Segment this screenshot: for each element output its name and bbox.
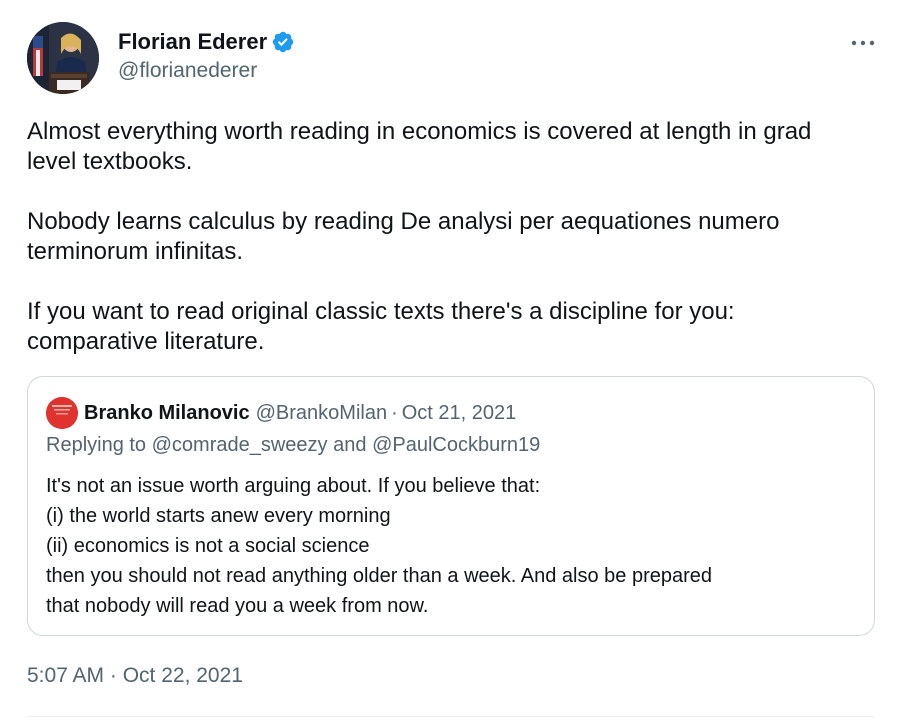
quoted-text-line: (i) the world starts anew every morning — [46, 505, 391, 527]
quoted-text-line: It's not an issue worth arguing about. I… — [46, 475, 541, 497]
mention-link[interactable]: @comrade_sweezy — [151, 434, 328, 456]
tweet-timestamp[interactable]: 5:07 AM · Oct 22, 2021 — [27, 664, 243, 687]
quoted-tweet-date[interactable]: Oct 21, 2021 — [401, 401, 517, 424]
more-options-button[interactable] — [843, 28, 883, 58]
replying-to: Replying to @comrade_sweezy and @PaulCoc… — [46, 434, 540, 457]
divider — [27, 716, 875, 717]
separator-dot: · — [391, 401, 398, 424]
quoted-author-handle[interactable]: @BrankoMilan — [255, 401, 388, 424]
tweet-text: Almost everything worth reading in econo… — [27, 117, 867, 357]
author-avatar-image — [27, 22, 99, 94]
verified-badge-icon — [271, 30, 295, 54]
quoted-text-line: then you should not read anything older … — [46, 565, 713, 587]
mention-link[interactable]: @PaulCockburn19 — [372, 434, 541, 456]
quoted-author-name[interactable]: Branko Milanovic — [84, 401, 250, 424]
author-avatar[interactable] — [27, 22, 99, 94]
author-handle[interactable]: @florianederer — [118, 59, 258, 82]
tweet-paragraph: If you want to read original classic tex… — [27, 298, 735, 355]
author-name-row: Florian Ederer — [118, 28, 295, 56]
more-horizontal-icon — [851, 40, 875, 46]
replying-to-label: Replying to — [46, 434, 147, 456]
quoted-tweet[interactable]: Branko Milanovic @BrankoMilan · Oct 21, … — [27, 376, 875, 636]
author-name[interactable]: Florian Ederer — [118, 29, 268, 54]
quoted-tweet-text: It's not an issue worth arguing about. I… — [46, 471, 846, 621]
tweet-paragraph: Nobody learns calculus by reading De ana… — [27, 208, 780, 265]
tweet-paragraph: Almost everything worth reading in econo… — [27, 118, 812, 175]
quoted-tweet-header: Branko Milanovic @BrankoMilan · Oct 21, … — [46, 397, 516, 429]
quoted-author-avatar-image — [46, 397, 78, 429]
quoted-text-line: (ii) economics is not a social science — [46, 535, 370, 557]
quoted-author-avatar[interactable] — [46, 397, 78, 429]
replying-to-and: and — [333, 434, 367, 456]
quoted-text-line: that nobody will read you a week from no… — [46, 595, 429, 617]
